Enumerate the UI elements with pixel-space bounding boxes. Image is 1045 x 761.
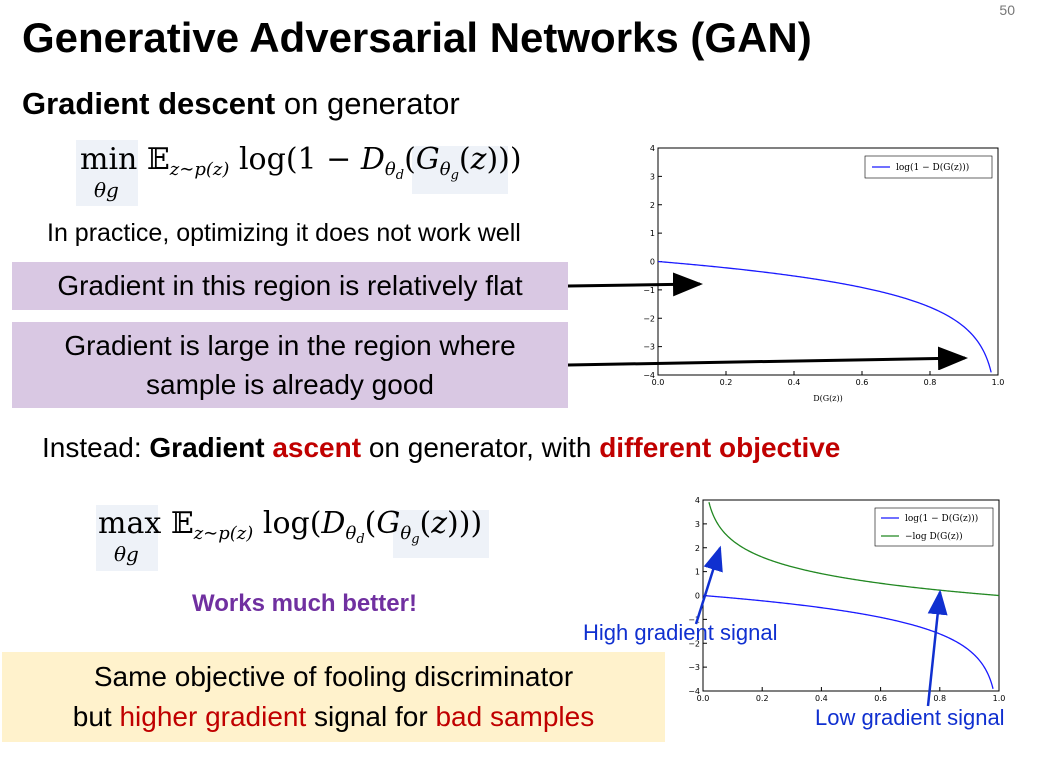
y-tick-label: −3 [643,343,655,352]
formula2-highlight [96,505,158,571]
instead-p3: ascent [264,432,362,463]
y-tick-label: 0 [695,592,700,601]
chart2-legend-label2: −log D(G(z)) [905,531,963,542]
same-line2-c: signal for [306,701,436,732]
x-tick-label: 1.0 [993,694,1006,703]
x-tick-label: 0.4 [815,694,828,703]
chart1-xlabel: D(G(z)) [813,394,843,403]
x-tick-label: 0.2 [756,694,769,703]
y-tick-label: −4 [688,687,700,696]
arrow-high [694,545,723,625]
works-text: Works much better! [192,590,417,617]
large-gradient-line2: sample is already good [146,369,434,400]
x-tick-label: 0.0 [697,694,710,703]
same-objective-box: Same objective of fooling discriminator … [2,652,665,742]
y-tick-label: 3 [650,172,655,181]
y-tick-label: −4 [643,371,655,380]
y-tick-label: −1 [688,615,700,624]
page-number: 50 [999,2,1015,18]
formula1-under: θg [94,178,119,202]
instead-p1: Instead: [42,432,150,463]
y-tick-label: −2 [643,314,655,323]
formula1: min 𝔼z∼p(z) log(1 − Dθd(Gθg(z))) [80,142,522,183]
same-objective-line2: but higher gradient signal for bad sampl… [73,697,594,737]
chart2: 0.0 0.2 0.4 0.6 0.8 1.0 4 3 2 1 0 −1 −2 −3 −4 log(1 − … [688,496,1006,703]
flat-region-box: Gradient in this region is relatively fl… [12,262,568,310]
formula2: max 𝔼z∼p(z) log(Dθd(Gθg(z))) [98,506,483,547]
same-objective-line1: Same objective of fooling discriminator [93,661,574,692]
y-tick-label: 1 [695,568,700,577]
x-tick-label: 0.6 [856,378,869,387]
chart2-series-log1m [702,594,994,689]
chart2-series-neglog [708,502,1000,597]
large-gradient-box: Gradient is large in the region where sa… [12,322,568,408]
arrow-low [926,589,948,707]
y-tick-label: 1 [650,229,655,238]
same-line2-d: bad samples [435,701,595,732]
chart1-frame [657,147,999,376]
chart1: 0.0 0.2 0.4 0.6 0.8 1.0 4 3 2 1 0 −1 −2 −3 −4 log(1 − … [643,144,1005,403]
arrows-chart2 [694,545,948,707]
same-line2-b: higher gradient [119,701,307,732]
x-tick-label: 0.2 [720,378,733,387]
formula1-op: min [80,142,138,177]
high-gradient-label: High gradient signal [583,620,778,645]
x-tick-label: 0.8 [933,694,946,703]
large-gradient-line1: Gradient is large in the region where [64,330,516,361]
slide-title: Generative Adversarial Networks (GAN) [22,14,812,61]
subtitle-rest: on generator [275,86,460,121]
x-tick-label: 1.0 [992,378,1005,387]
y-tick-label: 2 [695,544,700,553]
y-tick-label: −2 [688,639,700,648]
low-gradient-label: Low gradient signal [815,705,1005,730]
formula2-highlight-g [393,510,489,558]
instead-p2: Gradient [149,432,265,463]
chart1-series-log1m [657,260,992,373]
x-tick-label: 0.8 [924,378,937,387]
y-tick-label: −1 [643,286,655,295]
chart1-legend [864,155,993,179]
x-tick-label: 0.4 [788,378,801,387]
y-tick-label: 0 [650,258,655,267]
y-tick-label: 2 [650,201,655,210]
subtitle: Gradient descent on generator [22,86,460,122]
arrow-flat [567,272,703,297]
y-tick-label: 3 [695,520,700,529]
instead-text: Instead: Gradient ascent on generator, w… [42,432,840,464]
formula1-highlight-g [412,146,508,194]
y-tick-label: 4 [650,144,655,153]
chart2-legend [874,507,994,547]
arrow-large [567,346,968,370]
chart2-legend-label1: log(1 − D(G(z))) [905,513,978,524]
practice-text: In practice, optimizing it does not work… [47,219,521,247]
formula1-highlight [76,140,138,206]
formula2-under: θg [114,542,139,566]
instead-p5: different objective [599,432,841,463]
subtitle-bold: Gradient descent [22,86,276,121]
formula2-op: max [98,506,162,541]
instead-p4: on generator, with [361,432,600,463]
arrows-chart1 [567,272,968,370]
y-tick-label: 4 [695,496,700,505]
chart1-legend-label: log(1 − D(G(z))) [896,162,969,173]
x-tick-label: 0.0 [652,378,665,387]
flat-region-text: Gradient in this region is relatively fl… [57,270,523,301]
same-line2-a: but [72,701,120,732]
x-tick-label: 0.6 [874,694,887,703]
y-tick-label: −3 [688,663,700,672]
